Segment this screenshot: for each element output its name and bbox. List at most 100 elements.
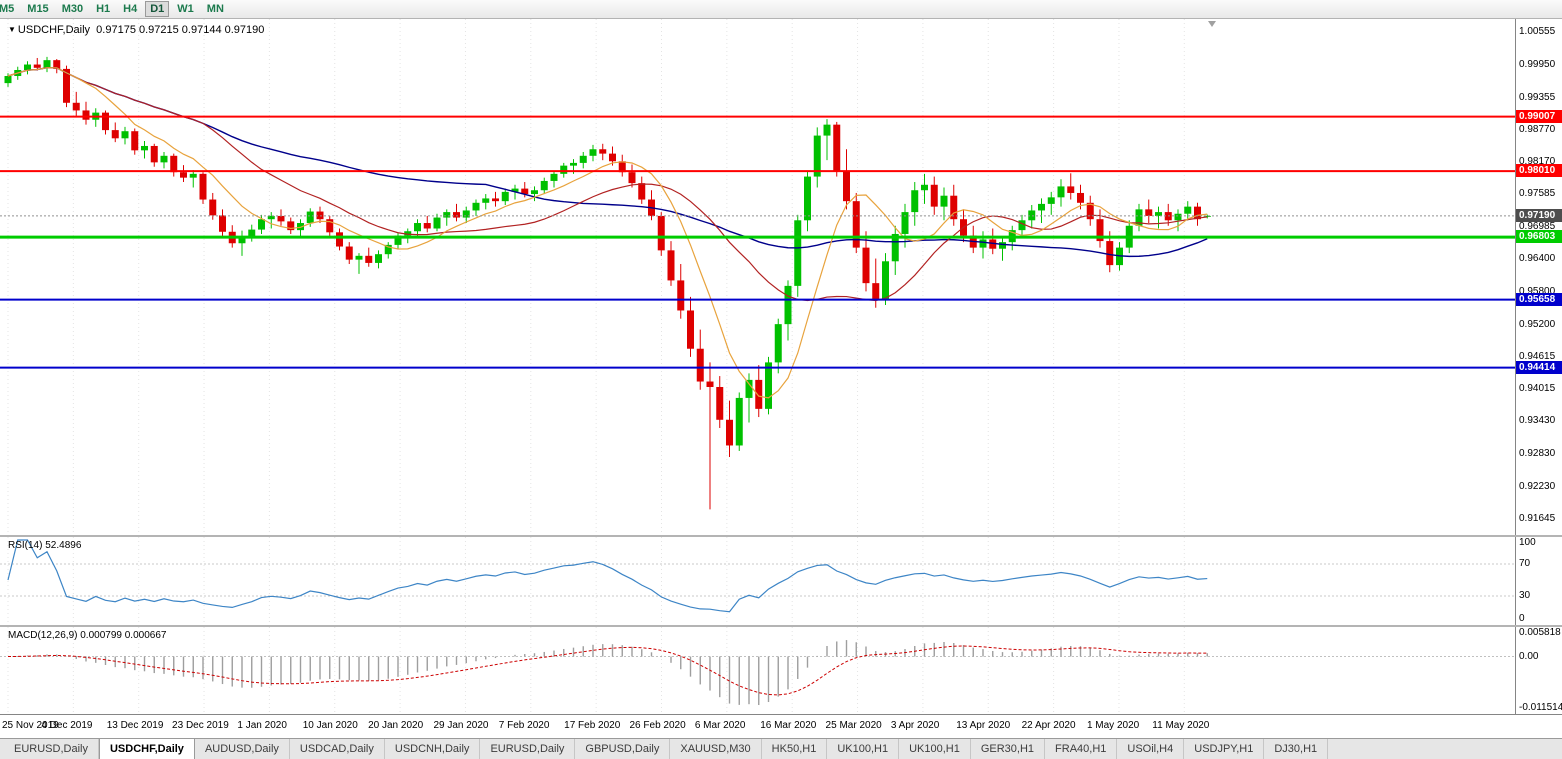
rsi-axis-label: 70	[1519, 558, 1531, 569]
timeframe-button-m15[interactable]: M15	[27, 3, 49, 15]
price-axis-label: 0.97585	[1519, 188, 1556, 200]
date-label: 1 May 2020	[1086, 720, 1140, 731]
chart-tab[interactable]: HK50,H1	[762, 739, 828, 759]
chart-title: ▼ USDCHF,Daily 0.97175 0.97215 0.97144 0.…	[8, 24, 264, 36]
panel-splitter[interactable]	[0, 535, 1562, 537]
rsi-axis: 100 70 30 0	[1515, 537, 1562, 625]
macd-panel: MACD(12,26,9) 0.000799 0.000667 0.005818…	[0, 627, 1562, 714]
chart-symbol-period: USDCHF,Daily	[17, 24, 91, 36]
timeframe-button-m5[interactable]: M5	[0, 3, 15, 15]
hline-price-flag: 0.94414	[1516, 360, 1562, 374]
date-label: 11 May 2020	[1152, 720, 1210, 731]
rsi-canvas[interactable]	[0, 537, 1515, 625]
date-label: 25 Mar 2020	[825, 720, 882, 731]
rsi-label: RSI(14) 52.4896	[8, 540, 81, 551]
price-axis-label: 0.93430	[1519, 415, 1556, 427]
price-axis-label: 0.95200	[1519, 318, 1556, 330]
price-axis-label: 0.99355	[1519, 91, 1556, 103]
date-label: 7 Feb 2020	[498, 720, 550, 731]
price-axis-label: 0.98170	[1519, 156, 1556, 168]
rsi-current-value: 52.4896	[45, 540, 82, 551]
macd-indicator-name: MACD(12,26,9)	[8, 630, 78, 641]
price-axis-label: 0.92830	[1519, 448, 1556, 460]
timeframe-button-w1[interactable]: W1	[177, 3, 194, 15]
chart-tab[interactable]: USDJPY,H1	[1184, 739, 1265, 759]
timeframe-button-h4[interactable]: H4	[123, 3, 138, 15]
chart-tab[interactable]: USOil,H4	[1117, 739, 1185, 759]
timeframe-button-h1[interactable]: H1	[96, 3, 111, 15]
chart-tab[interactable]: USDCNH,Daily	[385, 739, 481, 759]
hline-price-flag: 0.96803	[1516, 230, 1562, 244]
chart-tab[interactable]: EURUSD,Daily	[4, 739, 99, 759]
timeframe-button-mn[interactable]: MN	[206, 3, 224, 15]
macd-chart-area[interactable]: MACD(12,26,9) 0.000799 0.000667	[0, 627, 1515, 714]
main-chart-panel: ▼ USDCHF,Daily 0.97175 0.97215 0.97144 0.…	[0, 19, 1562, 535]
macd-canvas[interactable]	[0, 627, 1515, 714]
chart-tab[interactable]: USDCHF,Daily	[98, 738, 195, 759]
rsi-axis-label: 100	[1519, 537, 1536, 548]
chart-collapse-icon[interactable]: ▼	[8, 25, 16, 34]
date-label: 16 Mar 2020	[760, 720, 817, 731]
date-label: 23 Dec 2019	[172, 720, 229, 731]
rsi-indicator-name: RSI(14)	[8, 540, 43, 551]
hline-price-flag: 0.95658	[1516, 292, 1562, 306]
chart-tab[interactable]: EURUSD,Daily	[480, 739, 576, 759]
macd-axis-label: 0.005818	[1519, 627, 1561, 638]
macd-current-values: 0.000799 0.000667	[80, 630, 167, 641]
macd-axis-label: -0.011514	[1519, 702, 1562, 713]
date-label: 29 Jan 2020	[433, 720, 489, 731]
chart-tab[interactable]: AUDUSD,Daily	[195, 739, 290, 759]
chart-tab[interactable]: FRA40,H1	[1045, 739, 1118, 759]
rsi-panel: RSI(14) 52.4896 100 70 30 0	[0, 537, 1562, 625]
price-axis-label: 0.94015	[1519, 383, 1556, 395]
price-axis-label: 0.96985	[1519, 221, 1556, 233]
current-price-flag: 0.97190	[1516, 208, 1562, 222]
date-axis: 25 Nov 2019 4 Dec 2019 13 Dec 2019 23 Dec 2…	[0, 714, 1562, 738]
chart-ohlc-values: 0.97175 0.97215 0.97144 0.97190	[96, 24, 265, 36]
date-label: 17 Feb 2020	[564, 720, 621, 731]
chart-shift-marker-icon[interactable]	[1208, 21, 1216, 27]
macd-axis: 0.005818 0.00 -0.011514	[1515, 627, 1562, 714]
rsi-axis-label: 30	[1519, 590, 1531, 601]
hline-price-flag: 0.98010	[1516, 164, 1562, 178]
timeframe-button-d1[interactable]: D1	[145, 1, 170, 17]
price-axis-label: 0.94615	[1519, 350, 1556, 362]
date-label: 13 Dec 2019	[106, 720, 164, 731]
hline-price-flag: 0.99007	[1516, 109, 1562, 123]
date-label: 13 Apr 2020	[956, 720, 1011, 731]
date-label: 1 Jan 2020	[237, 720, 287, 731]
rsi-axis-label: 0	[1519, 613, 1525, 624]
date-label: 4 Dec 2019	[41, 720, 93, 731]
timeframe-toolbar: M5 M15 M30 H1 H4 D1 W1 MN	[0, 0, 1562, 19]
date-label: 3 Apr 2020	[890, 720, 940, 731]
chart-tab[interactable]: UK100,H1	[827, 739, 900, 759]
price-axis-label: 0.99950	[1519, 59, 1556, 71]
date-label: 20 Jan 2020	[368, 720, 424, 731]
price-axis-label: 0.96400	[1519, 253, 1556, 265]
price-axis-label: 0.98770	[1519, 123, 1556, 135]
panel-splitter[interactable]	[0, 625, 1562, 627]
date-label: 10 Jan 2020	[302, 720, 358, 731]
price-axis-label: 0.92230	[1519, 481, 1556, 492]
chart-tab[interactable]: UK100,H1	[899, 739, 971, 759]
chart-tab[interactable]: GBPUSD,Daily	[575, 739, 671, 759]
chart-tabs-bar: EURUSD,Daily USDCHF,Daily AUDUSD,Daily USDC…	[0, 738, 1562, 759]
timeframe-button-m30[interactable]: M30	[61, 3, 84, 15]
price-axis-label: 1.00555	[1519, 26, 1556, 37]
chart-tab[interactable]: USDCAD,Daily	[290, 739, 385, 759]
chart-tab[interactable]: DJ30,H1	[1264, 739, 1329, 759]
date-label: 26 Feb 2020	[629, 720, 686, 731]
rsi-chart-area[interactable]: RSI(14) 52.4896	[0, 537, 1515, 625]
date-label: 22 Apr 2020	[1021, 720, 1076, 731]
chart-tab[interactable]: GER30,H1	[971, 739, 1046, 759]
date-label: 25 Nov 2019	[2, 720, 59, 731]
main-chart-area[interactable]: ▼ USDCHF,Daily 0.97175 0.97215 0.97144 0.…	[0, 19, 1515, 535]
macd-label: MACD(12,26,9) 0.000799 0.000667	[8, 630, 166, 641]
date-label: 6 Mar 2020	[694, 720, 746, 731]
price-axis-label: 0.91645	[1519, 512, 1556, 524]
chart-tab[interactable]: XAUUSD,M30	[670, 739, 762, 759]
price-axis: 1.00555 0.99950 0.99355 0.98770 0.98170 0.975…	[1515, 19, 1562, 535]
price-axis-label: 0.95800	[1519, 285, 1556, 297]
candlestick-canvas[interactable]	[0, 19, 1515, 535]
